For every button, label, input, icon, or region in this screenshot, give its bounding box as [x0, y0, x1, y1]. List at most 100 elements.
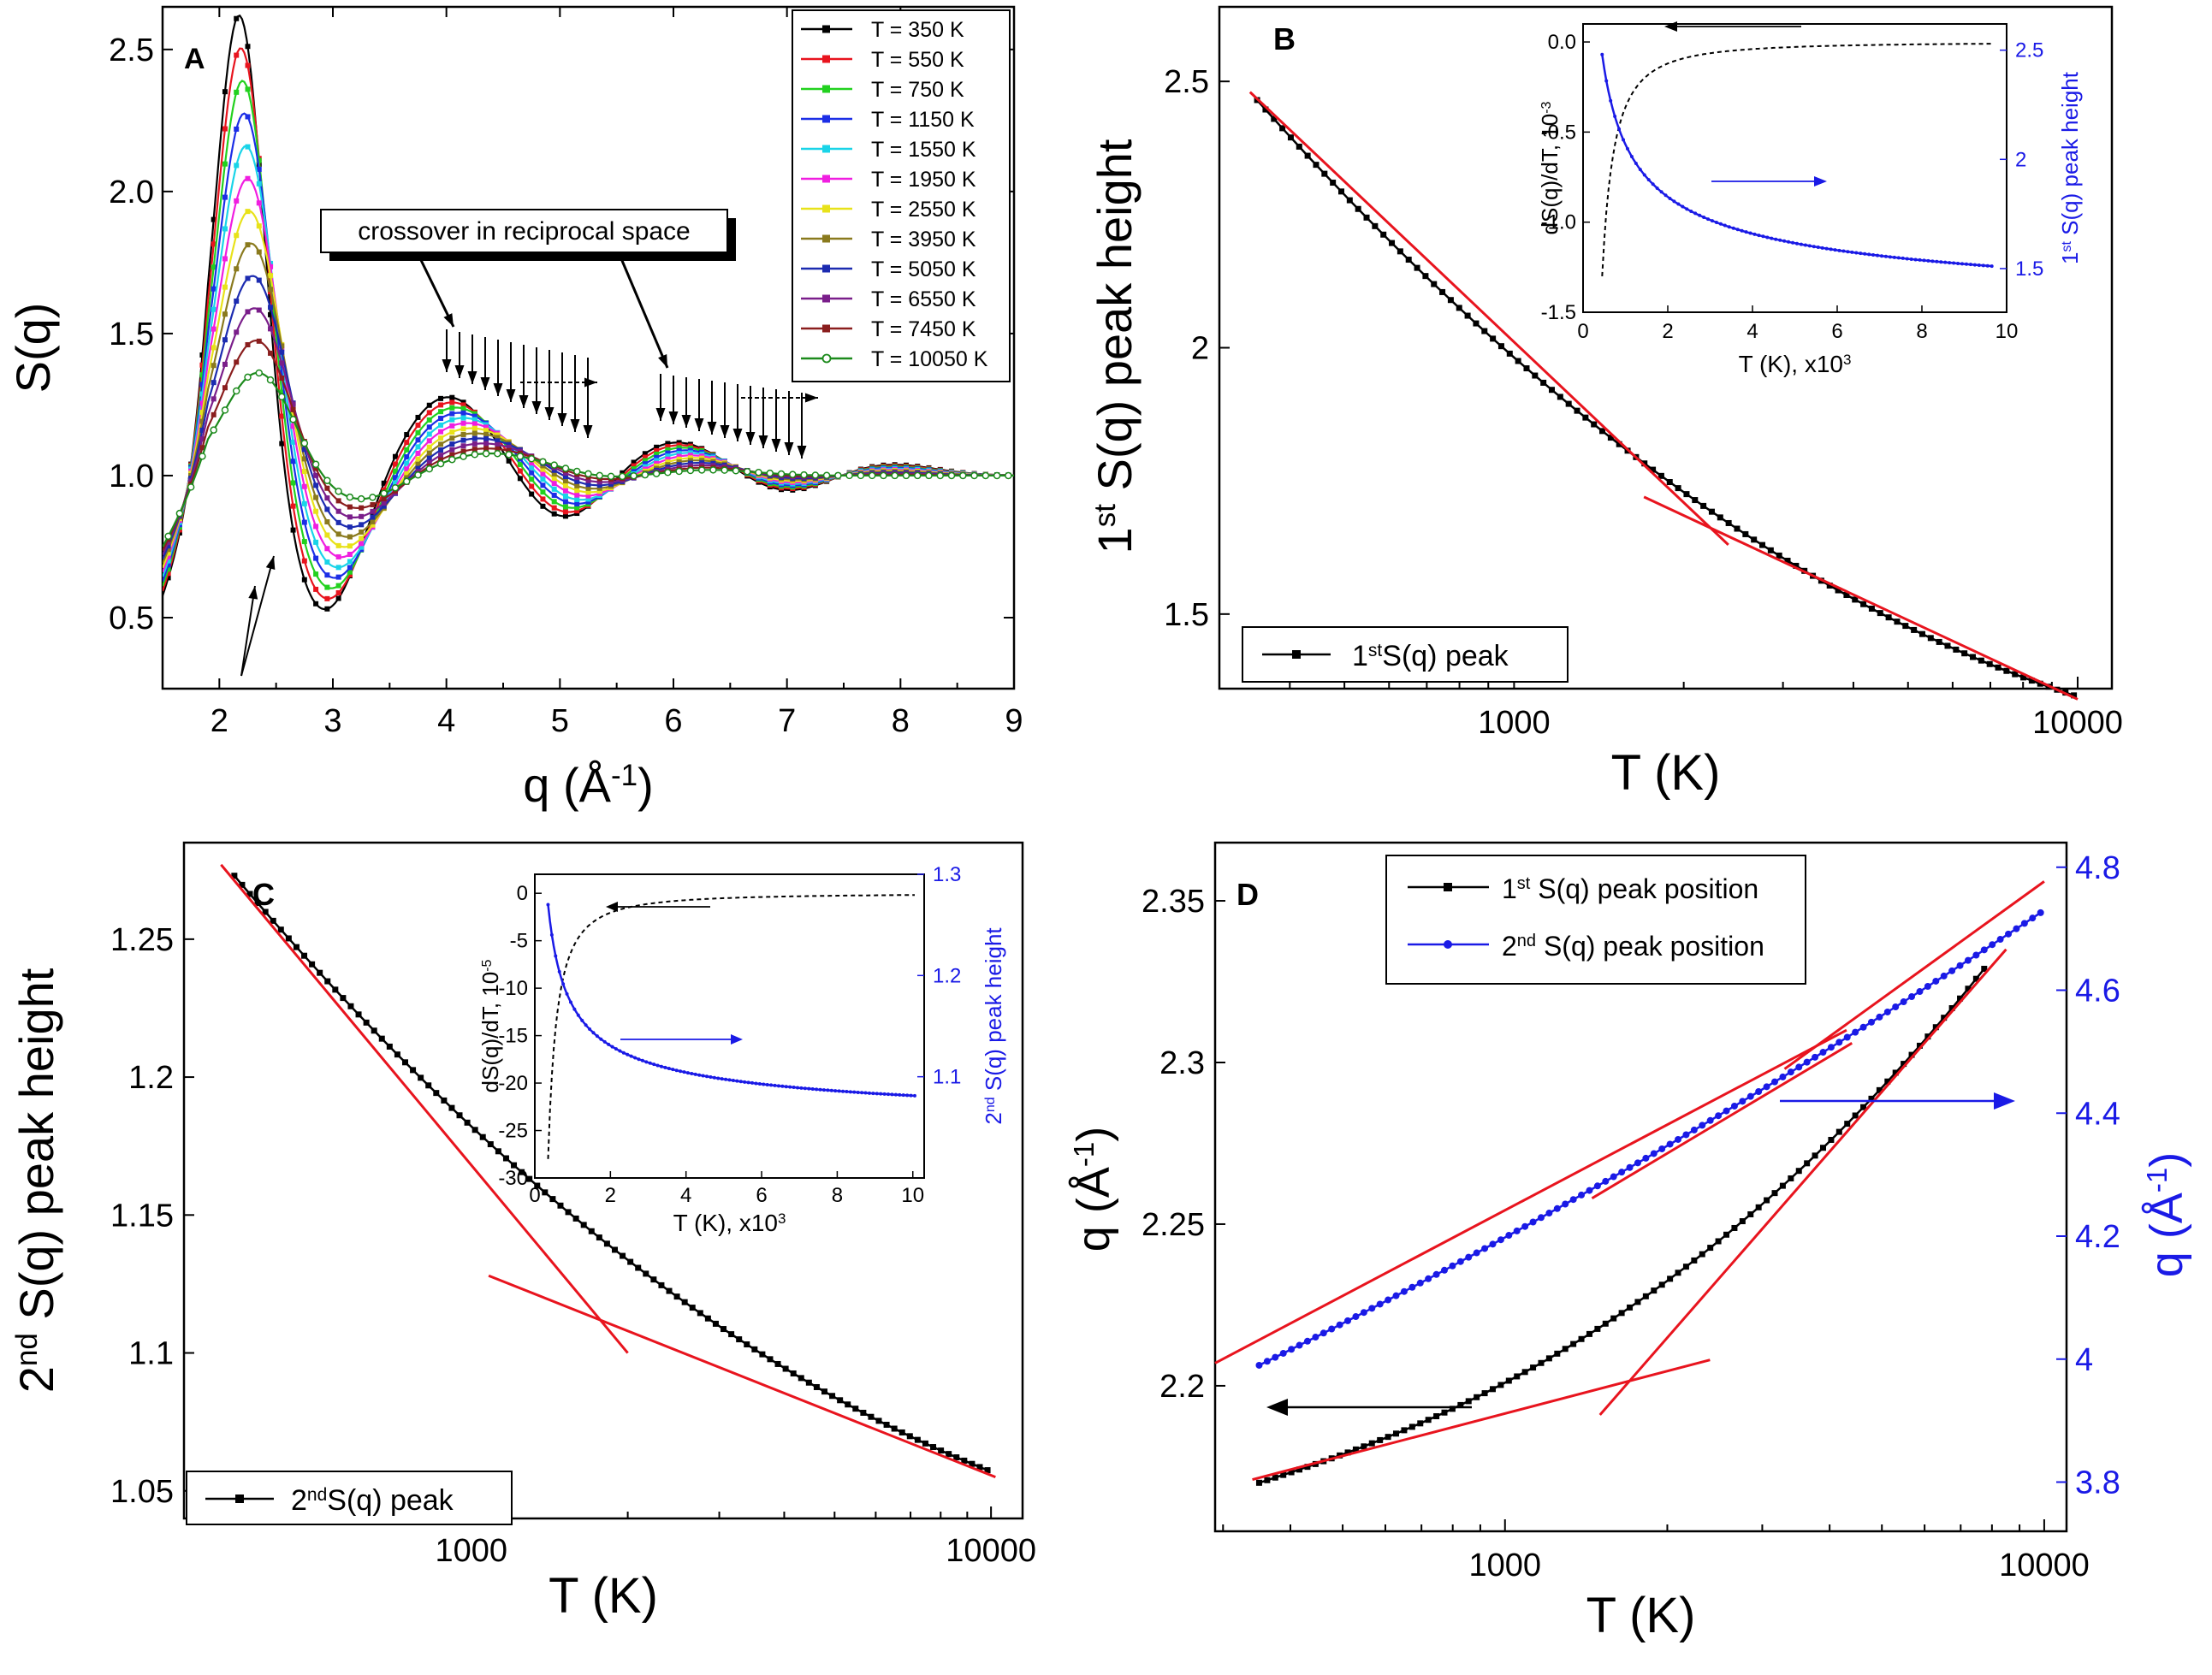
series-marker — [562, 482, 568, 488]
peak2-position-marker — [1303, 1337, 1311, 1345]
peak-height-marker — [246, 891, 253, 897]
inset-height-marker — [685, 1071, 690, 1075]
peak1-position-marker — [1844, 1121, 1851, 1128]
inset-x-tick-label: 8 — [832, 1184, 843, 1207]
series-marker — [574, 505, 580, 511]
peak-height-marker — [471, 1127, 478, 1133]
inset-height-marker — [1685, 207, 1689, 211]
inset-height-marker — [1871, 253, 1876, 257]
peak1-position-marker — [1505, 1377, 1512, 1384]
series-marker — [743, 467, 751, 476]
inset-height-marker — [1668, 196, 1672, 200]
peak-height-marker — [410, 1067, 417, 1074]
peak1-position-marker — [1521, 1369, 1528, 1376]
peak-height-marker — [1405, 257, 1412, 263]
series-marker — [290, 406, 296, 412]
series-marker — [665, 441, 671, 447]
series-marker — [959, 471, 967, 480]
peak-height-marker — [1582, 414, 1589, 421]
shift-arrow-head — [720, 424, 730, 438]
peak2-position-marker — [2013, 925, 2020, 932]
peak2-position-marker — [1634, 1159, 1641, 1167]
series-marker — [222, 89, 228, 95]
x-axis-label-part: -1 — [611, 759, 638, 792]
peak-height-marker — [1363, 214, 1370, 221]
peak2-position-marker — [1658, 1145, 1666, 1152]
inset-height-marker — [776, 1084, 780, 1088]
peak1-position-marker — [1731, 1224, 1738, 1231]
inset-height-marker — [709, 1075, 713, 1080]
series-marker — [279, 413, 285, 419]
series-marker — [324, 532, 330, 538]
series-marker — [596, 482, 602, 488]
peak1-position-marker — [1296, 1466, 1303, 1473]
series-marker — [426, 410, 432, 416]
series-marker — [222, 361, 228, 367]
inset-height-marker — [644, 1060, 649, 1064]
series-marker — [471, 447, 477, 453]
shift-arrow-head — [784, 441, 794, 455]
peak-height-marker — [565, 1209, 572, 1216]
inset-y-tick-label: -15 — [498, 1025, 528, 1048]
inset-height-marker — [1706, 217, 1711, 222]
series-marker — [551, 471, 557, 476]
inset-height-marker — [815, 1087, 819, 1092]
inset-height-marker — [549, 932, 554, 937]
series-marker — [676, 445, 682, 451]
series-marker — [279, 370, 285, 376]
series-marker — [290, 503, 296, 509]
peak-height-marker — [1918, 630, 1925, 637]
peak2-position-marker — [1715, 1112, 1723, 1120]
inset-height-marker — [863, 1091, 868, 1095]
peak2-position-marker — [1432, 1270, 1440, 1278]
panel-a-frame — [161, 5, 1016, 690]
series-marker — [380, 489, 388, 497]
series-marker — [222, 337, 228, 343]
series-marker — [426, 444, 432, 450]
series-marker — [290, 459, 296, 465]
peak-height-marker — [751, 1346, 758, 1352]
peak-height-marker — [1372, 222, 1379, 229]
series-marker — [438, 409, 444, 415]
series-marker — [324, 584, 330, 590]
series-marker — [449, 423, 455, 429]
inset-height-marker — [746, 1080, 750, 1085]
peak2-position-marker — [1408, 1283, 1416, 1291]
inset-height-marker — [773, 1083, 777, 1087]
series-marker — [404, 471, 410, 476]
peak-height-marker — [1641, 460, 1648, 467]
series-marker — [665, 444, 671, 450]
series-marker — [335, 542, 341, 548]
peak1-position-marker — [1852, 1112, 1859, 1119]
series-marker — [426, 417, 432, 423]
inset-height-marker — [1863, 252, 1867, 256]
series-marker — [551, 481, 557, 487]
series-marker — [313, 601, 319, 607]
series-marker — [460, 415, 466, 421]
peak1-position-marker — [1393, 1430, 1400, 1437]
peak2-position-marker — [2005, 930, 2013, 938]
legend-marker — [235, 1494, 244, 1503]
series-marker — [324, 595, 330, 601]
peak1-position-marker — [1788, 1175, 1794, 1181]
series-marker — [845, 471, 853, 480]
legend-label-part: S(q) peak position — [1530, 873, 1758, 904]
peak-height-marker — [627, 1258, 634, 1265]
peak-height-marker — [572, 1215, 579, 1222]
x-tick-label: 5 — [551, 703, 569, 739]
series-marker — [449, 435, 455, 441]
series-marker — [562, 499, 568, 505]
series-marker — [335, 565, 341, 571]
legend-label: T = 2550 K — [871, 198, 976, 222]
y-axis-label-part: S(q) peak height — [1088, 139, 1142, 504]
x-tick-label: 6 — [664, 703, 682, 739]
series-marker — [460, 410, 466, 416]
peak-height-marker — [1970, 654, 1977, 660]
series-marker — [550, 461, 558, 469]
series-marker — [268, 263, 274, 269]
peak1-position-marker — [1627, 1304, 1634, 1311]
inset-height-marker — [720, 1077, 724, 1081]
series-marker — [222, 126, 228, 132]
series-marker — [234, 198, 240, 204]
inset-x-tick-label: 2 — [605, 1184, 616, 1207]
